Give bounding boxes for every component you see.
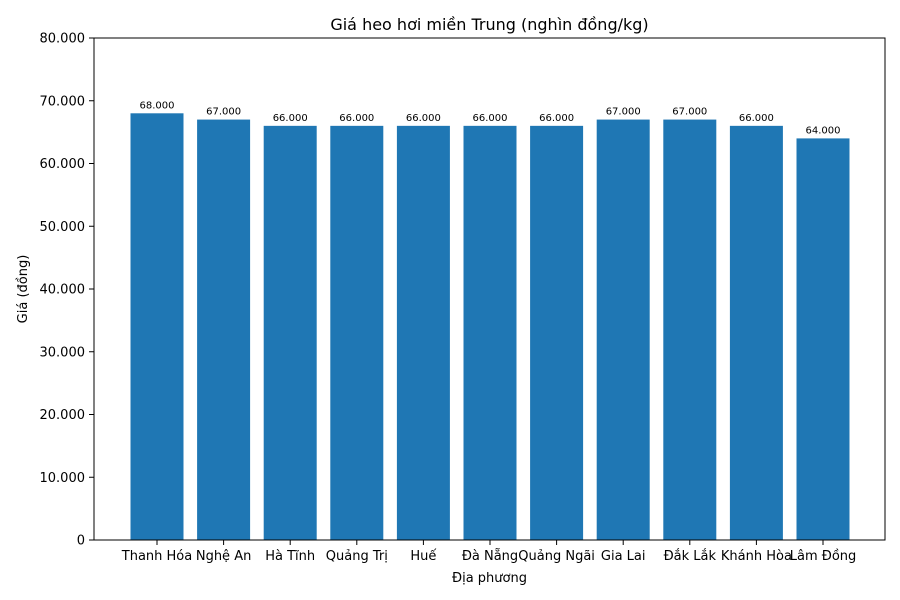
bar xyxy=(663,119,717,540)
y-axis-ticks: 0 10.000 20.000 30.000 40.000 50.000 60.000 70.… xyxy=(40,32,94,549)
bar xyxy=(263,125,317,540)
bar xyxy=(596,119,650,540)
data-label: 66.000 xyxy=(273,113,308,124)
y-tick-label: 70.000 xyxy=(40,94,86,109)
chart-title: Giá heo hơi miền Trung (nghìn đồng/kg) xyxy=(330,15,648,34)
data-labels-layer: 68.000 67.000 66.000 66.000 66.000 66.000 66.0… xyxy=(140,100,841,136)
x-tick-label: Huế xyxy=(410,549,436,564)
bar xyxy=(330,125,384,540)
data-label: 66.000 xyxy=(473,113,508,124)
y-tick-label: 10.000 xyxy=(40,471,86,486)
bar xyxy=(396,125,450,540)
x-tick-label: Thanh Hóa xyxy=(121,549,192,564)
bar xyxy=(463,125,517,540)
x-tick-label: Quảng Ngãi xyxy=(518,549,595,564)
x-axis-label: Địa phương xyxy=(452,571,527,586)
y-tick-label: 40.000 xyxy=(40,283,86,298)
data-label: 66.000 xyxy=(539,113,574,124)
data-label: 67.000 xyxy=(206,107,241,118)
bar xyxy=(130,113,184,541)
y-tick-label: 80.000 xyxy=(40,32,86,47)
x-tick-label: Khánh Hòa xyxy=(721,549,792,564)
data-label: 66.000 xyxy=(406,113,441,124)
bars-layer xyxy=(130,113,850,541)
x-tick-label: Đà Nẵng xyxy=(462,549,518,564)
x-tick-label: Quảng Trị xyxy=(326,549,388,564)
bar xyxy=(530,125,584,540)
x-tick-label: Hà Tĩnh xyxy=(265,549,315,564)
data-label: 67.000 xyxy=(606,107,641,118)
x-axis-ticks: Thanh Hóa Nghệ An Hà Tĩnh Quảng Trị Huế Đà Nẵ… xyxy=(121,540,856,564)
y-tick-label: 50.000 xyxy=(40,220,86,235)
x-tick-label: Lâm Đồng xyxy=(790,549,857,564)
x-tick-label: Nghệ An xyxy=(196,549,251,564)
y-axis-label: Giá (đồng) xyxy=(16,255,31,324)
data-label: 67.000 xyxy=(672,107,707,118)
x-tick-label: Gia Lai xyxy=(601,549,646,564)
y-tick-label: 20.000 xyxy=(40,408,86,423)
y-tick-label: 30.000 xyxy=(40,345,86,360)
y-tick-label: 60.000 xyxy=(40,157,86,172)
axes-layer: 0 10.000 20.000 30.000 40.000 50.000 60.000 70.… xyxy=(40,32,886,564)
data-label: 66.000 xyxy=(739,113,774,124)
data-label: 66.000 xyxy=(339,113,374,124)
data-label: 64.000 xyxy=(806,125,841,136)
bar xyxy=(197,119,251,540)
y-tick-label: 0 xyxy=(77,534,85,549)
bar xyxy=(796,138,850,540)
bar xyxy=(729,125,783,540)
x-tick-label: Đắk Lắk xyxy=(664,549,717,564)
data-label: 68.000 xyxy=(140,100,175,111)
